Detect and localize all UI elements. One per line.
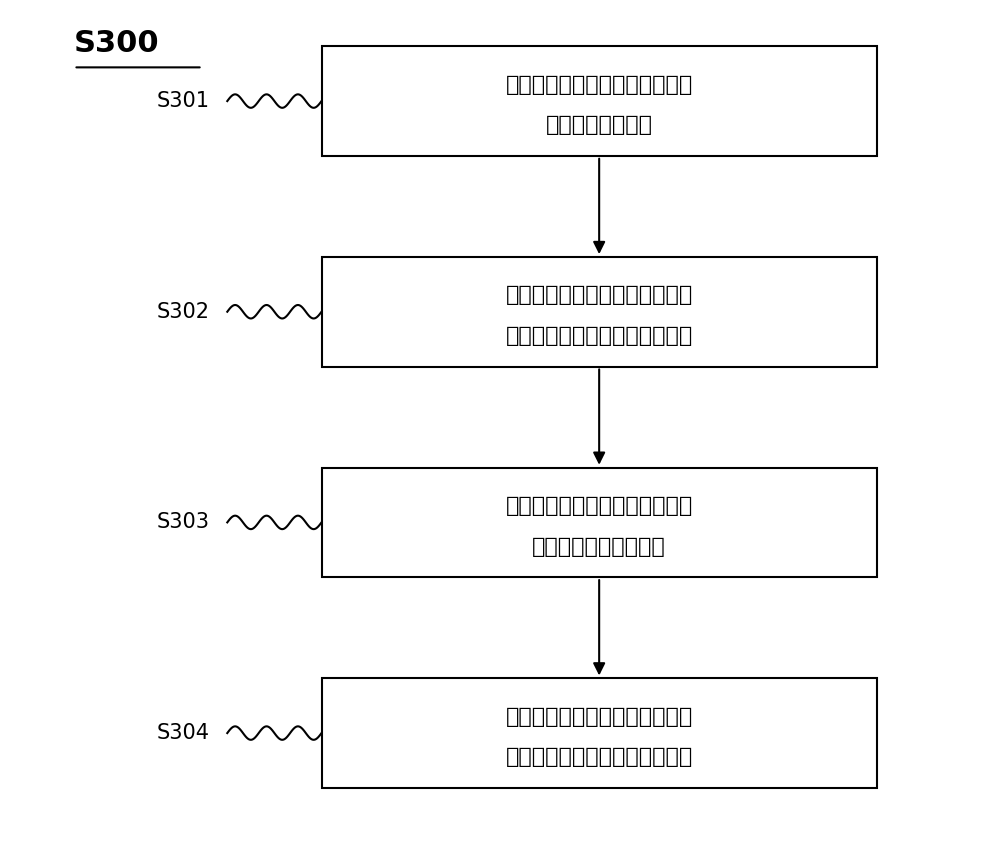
Text: 得到高斯分布的参数，与权重结: 得到高斯分布的参数，与权重结 (506, 706, 693, 727)
Text: 合得到运镜视场好坏的评价函数: 合得到运镜视场好坏的评价函数 (506, 747, 693, 767)
FancyBboxPatch shape (322, 257, 877, 367)
FancyBboxPatch shape (322, 468, 877, 577)
Text: 将手术视频进行语义分割，抽离: 将手术视频进行语义分割，抽离 (506, 75, 693, 94)
Text: S303: S303 (156, 512, 209, 533)
Text: 出器械尖端的掩膜: 出器械尖端的掩膜 (546, 115, 653, 135)
FancyBboxPatch shape (322, 678, 877, 788)
Text: 使用高斯分布对器械的频率分布: 使用高斯分布对器械的频率分布 (506, 496, 693, 516)
Text: 图进行拟合，并归一化: 图进行拟合，并归一化 (532, 536, 666, 557)
Text: S301: S301 (156, 91, 209, 111)
Text: 将所有处理后的图像进行叠加，: 将所有处理后的图像进行叠加， (506, 285, 693, 306)
Text: S304: S304 (156, 723, 209, 743)
Text: 得到器械在图像上的频率分布图: 得到器械在图像上的频率分布图 (506, 326, 693, 346)
Text: S300: S300 (74, 30, 159, 59)
FancyBboxPatch shape (322, 46, 877, 156)
Text: S302: S302 (156, 302, 209, 322)
